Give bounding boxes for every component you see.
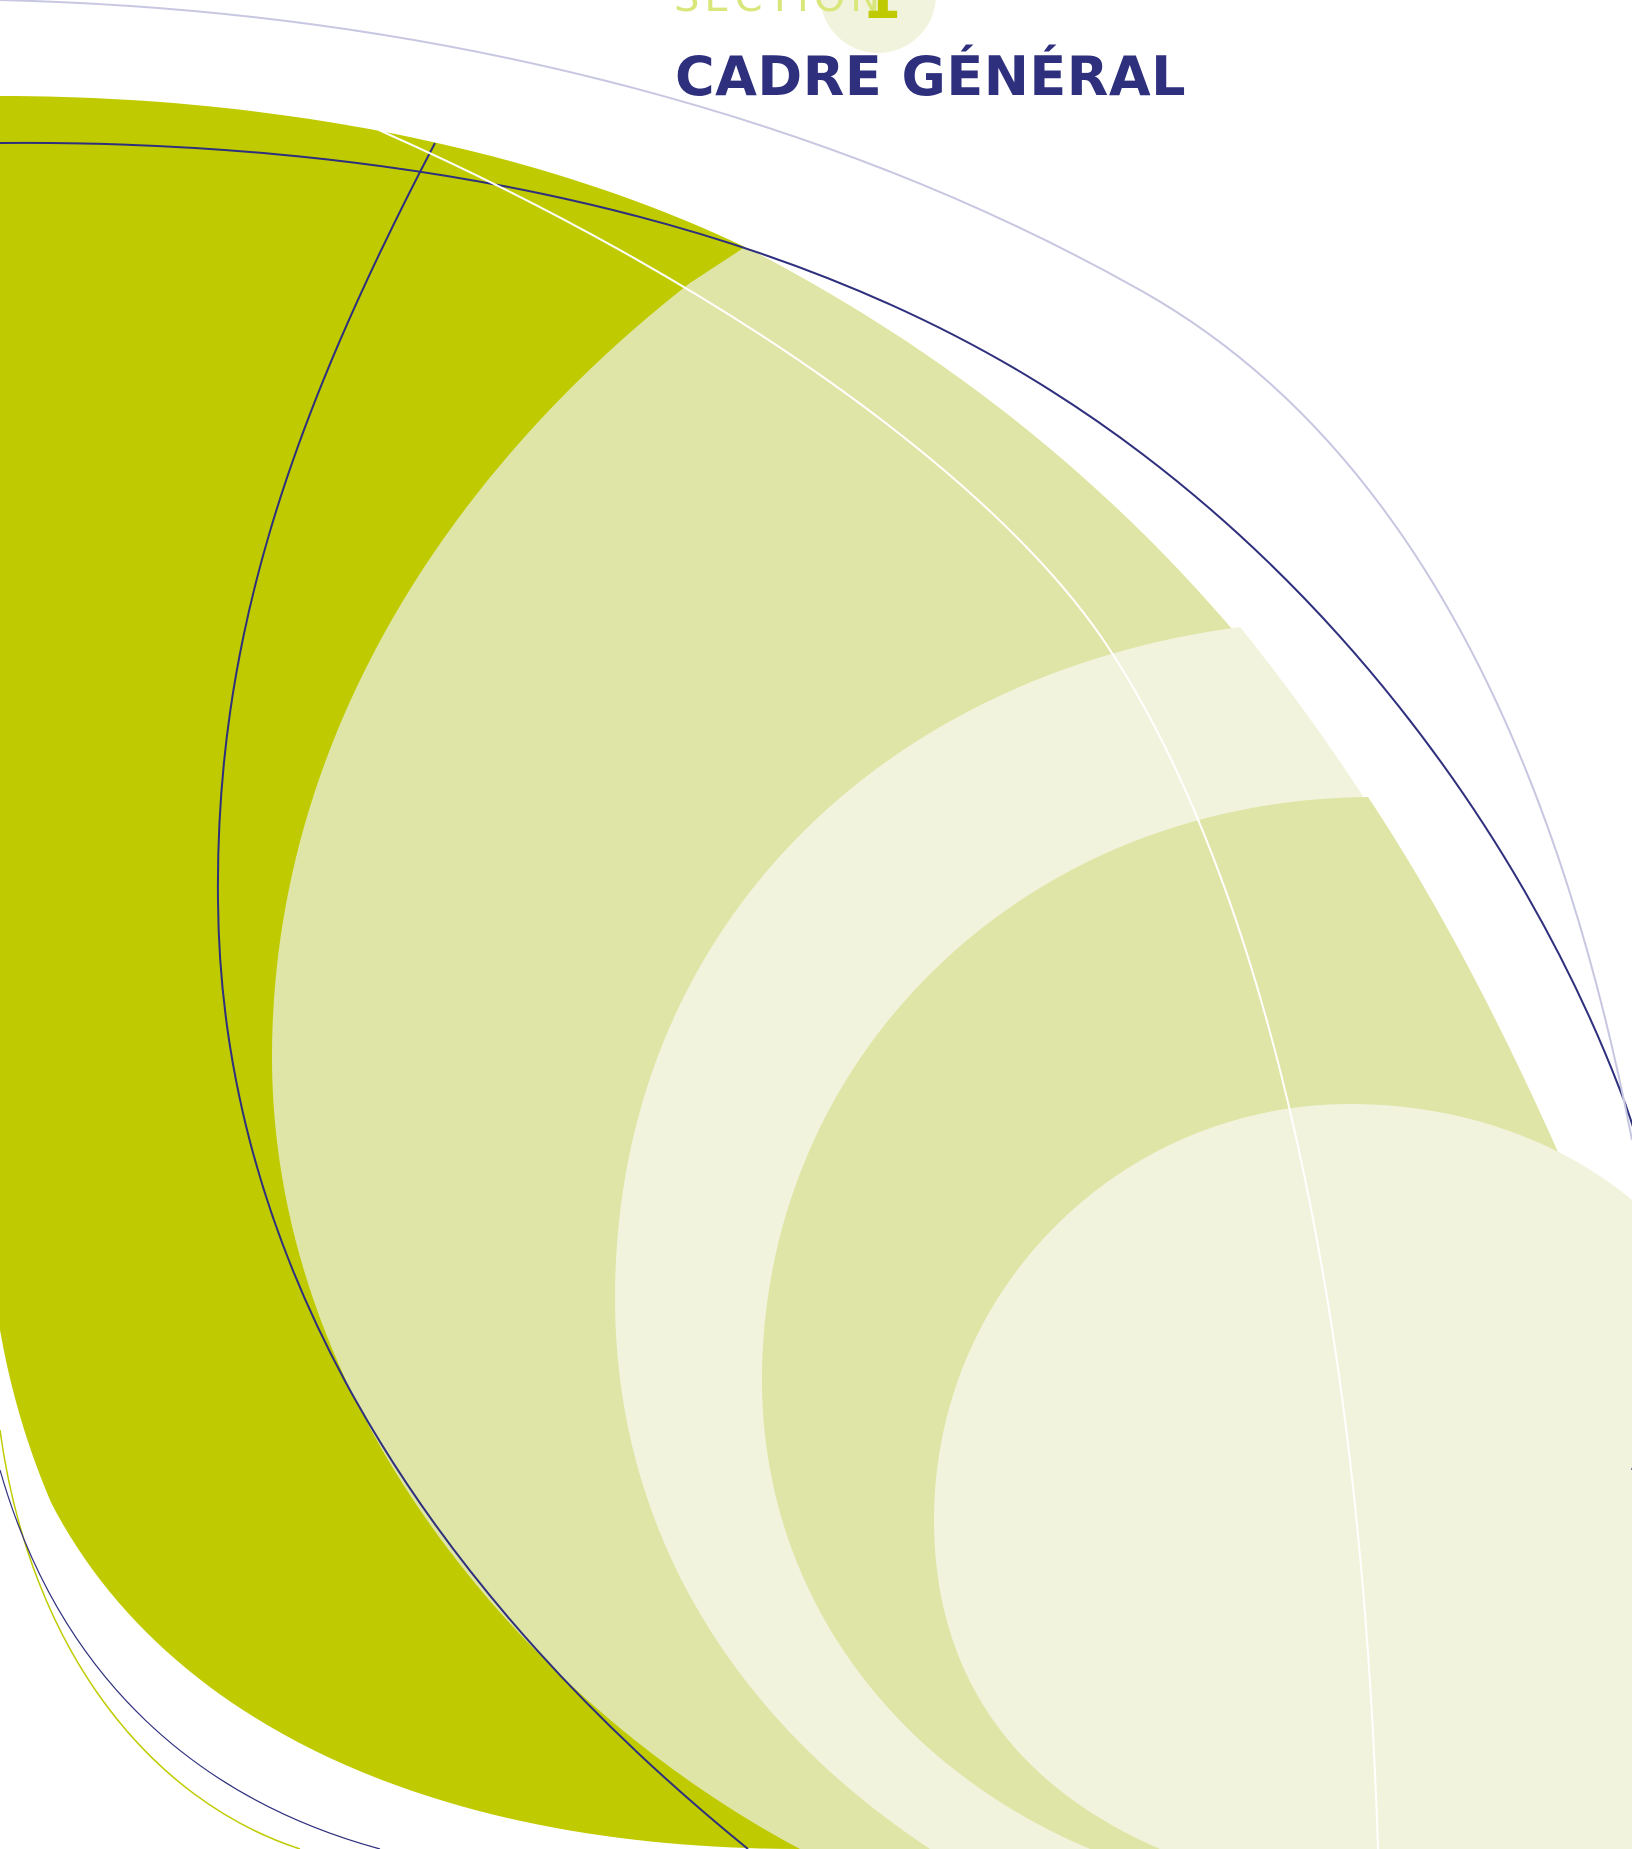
white-thin-arc-line — [371, 126, 1379, 1849]
lavender-outer-arc-line — [0, 0, 1632, 1141]
navy-large-arc-line — [0, 141, 1632, 1470]
navy-inner-arc-line — [216, 142, 749, 1849]
section-number: 1 — [862, 0, 901, 28]
thin-lime-arc-line — [0, 1429, 301, 1849]
section-label: SECTION — [674, 0, 885, 18]
pale-ring-3 — [934, 1104, 1632, 1849]
thin-navy-arc-line-left — [0, 1469, 381, 1849]
section-badge-circle — [820, 0, 936, 53]
page-title: CADRE GÉNÉRAL — [675, 45, 1187, 108]
white-cutout-shape — [0, 1330, 380, 1849]
